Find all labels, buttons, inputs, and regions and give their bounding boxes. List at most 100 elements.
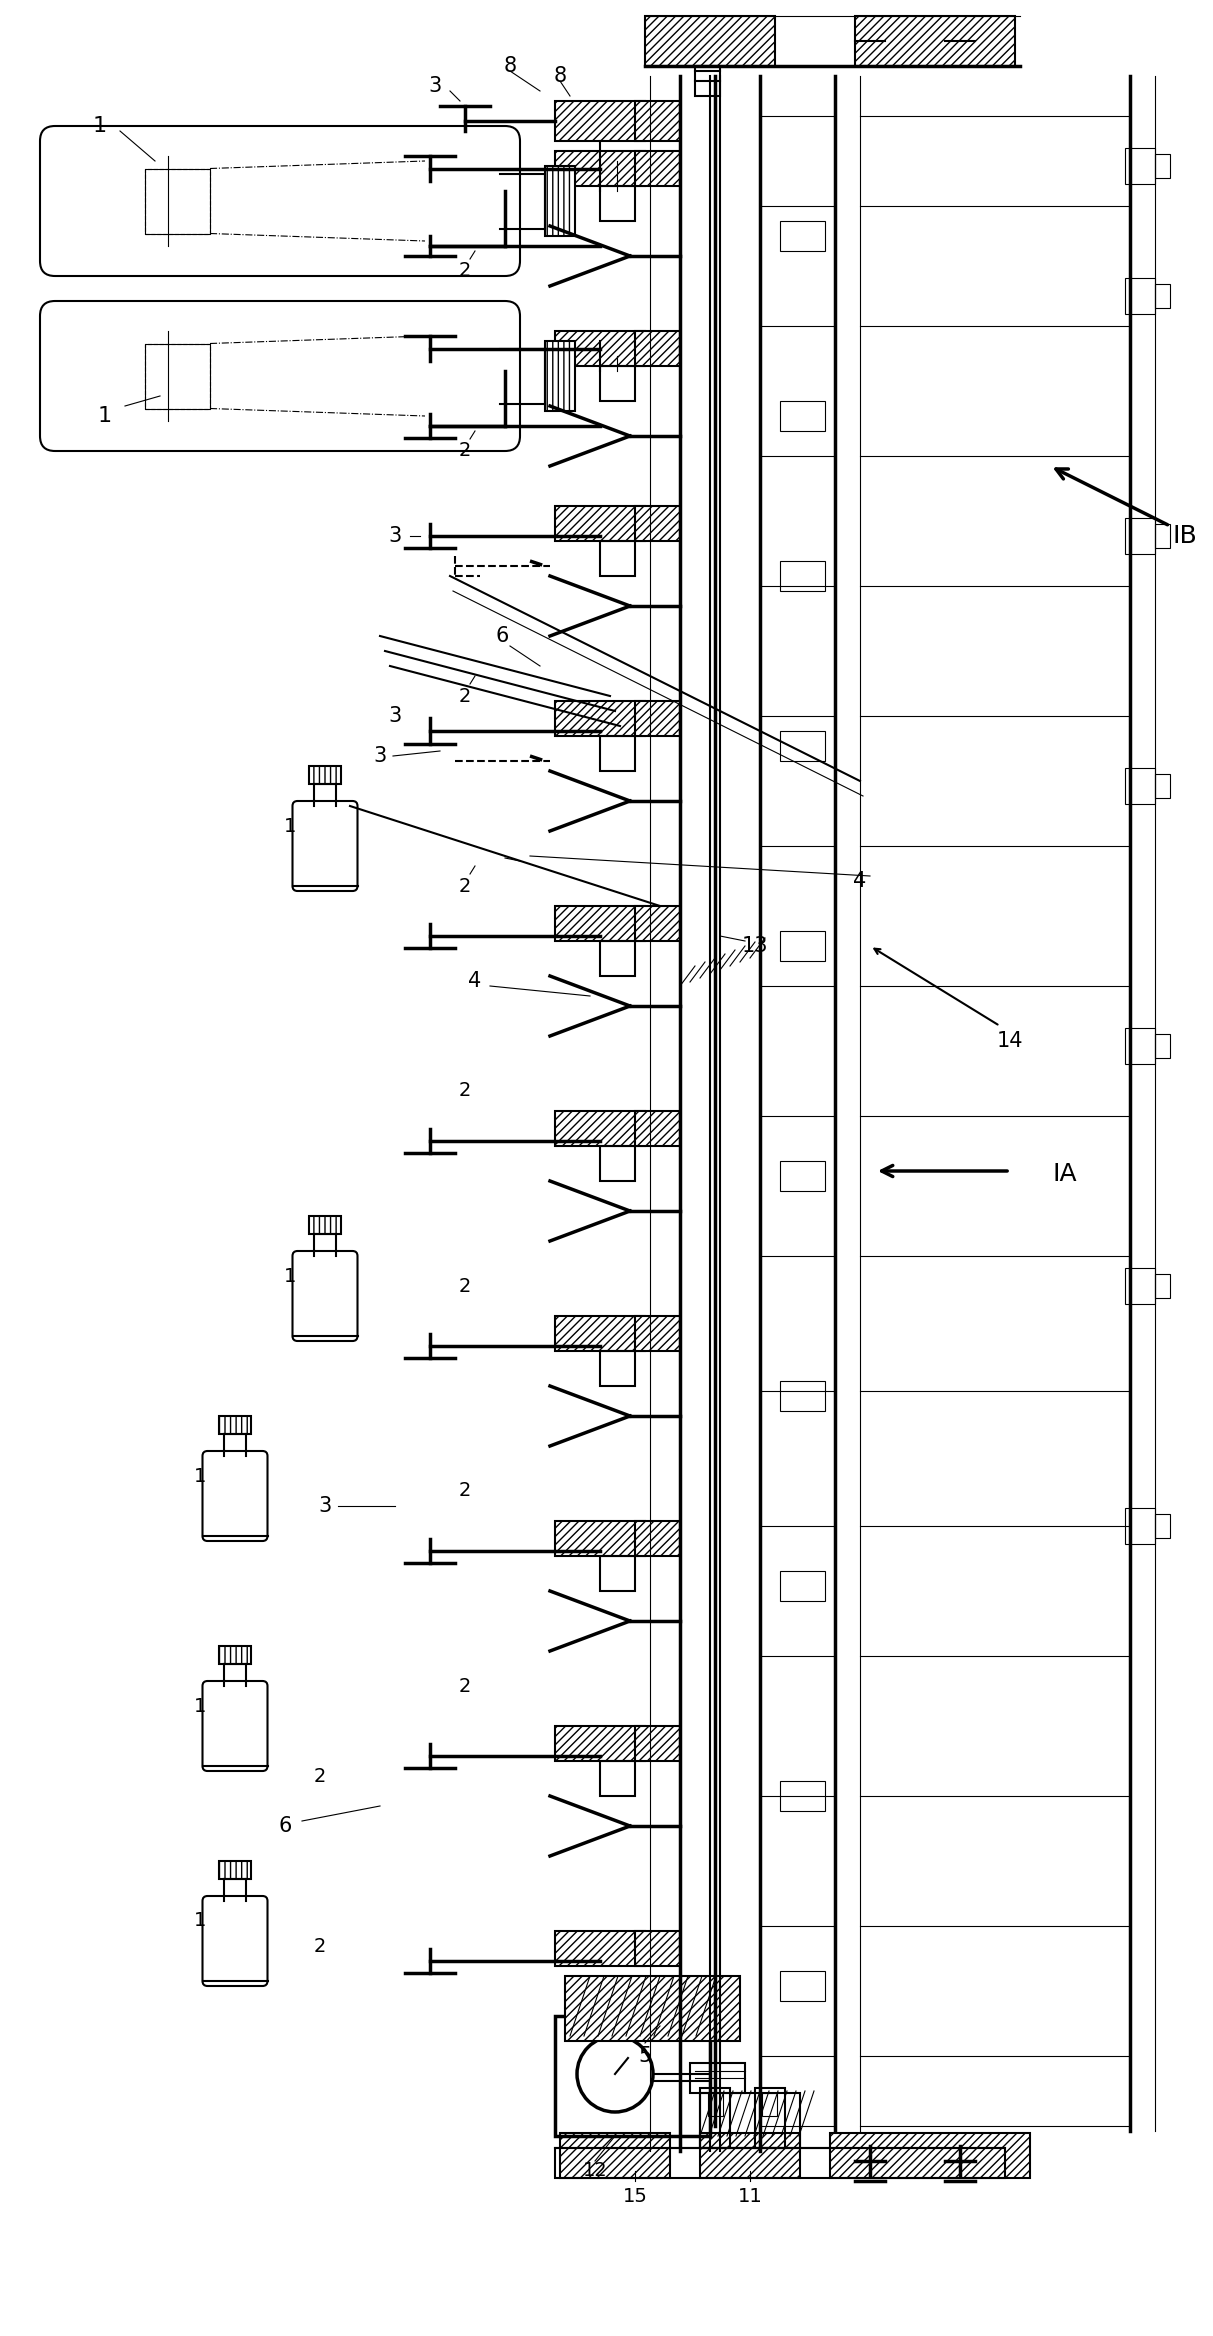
Text: 2: 2 — [459, 1275, 471, 1296]
Bar — [565, 1976, 740, 2042]
Text: 15: 15 — [622, 2186, 648, 2205]
Bar — [1155, 523, 1171, 549]
Bar — [309, 1217, 341, 1233]
Bar — [600, 1556, 634, 1591]
Bar — [1155, 1273, 1171, 1299]
Text: 6: 6 — [278, 1815, 291, 1836]
Bar — [556, 100, 645, 140]
Bar — [556, 2016, 710, 2135]
Bar — [780, 1572, 825, 1600]
Text: 3: 3 — [318, 1495, 331, 1516]
Bar — [556, 1726, 645, 1761]
Text: 1: 1 — [284, 818, 296, 836]
Bar — [645, 16, 775, 65]
Bar — [1124, 1028, 1155, 1063]
Text: 1: 1 — [194, 1911, 206, 1930]
Text: 3: 3 — [428, 77, 442, 96]
Bar — [1124, 519, 1155, 554]
Bar — [780, 1161, 825, 1191]
Bar — [556, 701, 645, 736]
Bar — [545, 341, 575, 411]
Bar — [700, 2093, 801, 2149]
Text: IA: IA — [1053, 1161, 1077, 1187]
Bar — [780, 932, 825, 960]
Bar — [780, 1972, 825, 2002]
Bar — [695, 65, 721, 96]
Bar — [560, 2133, 670, 2177]
Text: 2: 2 — [459, 1677, 471, 1696]
Bar — [708, 2093, 723, 2116]
Bar — [634, 100, 680, 140]
Text: 2: 2 — [314, 1766, 326, 1785]
Text: 3: 3 — [388, 705, 402, 726]
Bar — [1155, 773, 1171, 799]
Bar — [556, 1932, 645, 1967]
Bar — [600, 1350, 634, 1385]
Bar — [600, 367, 634, 402]
Bar — [780, 402, 825, 432]
Text: 2: 2 — [459, 262, 471, 280]
Bar — [556, 1112, 645, 1147]
Text: 4: 4 — [854, 871, 866, 890]
Bar — [634, 1315, 680, 1350]
Bar — [1155, 285, 1171, 308]
Bar — [1124, 769, 1155, 804]
Bar — [830, 2133, 1030, 2177]
Bar — [700, 2133, 801, 2177]
Text: 3: 3 — [388, 526, 402, 547]
Text: 13: 13 — [742, 937, 768, 955]
Bar — [309, 766, 341, 785]
Bar — [1155, 154, 1171, 178]
Text: 12: 12 — [582, 2161, 608, 2179]
Bar — [1155, 1035, 1171, 1058]
Text: IB: IB — [1173, 523, 1197, 549]
Bar — [146, 343, 210, 409]
Text: 8: 8 — [503, 56, 517, 77]
Bar — [634, 332, 680, 367]
Bar — [556, 1315, 645, 1350]
Text: 2: 2 — [314, 1937, 326, 1955]
Bar — [634, 906, 680, 941]
Bar — [754, 2088, 785, 2149]
Bar — [146, 168, 210, 234]
Bar — [600, 736, 634, 771]
Bar — [634, 507, 680, 542]
Bar — [1155, 1514, 1171, 1537]
Bar — [855, 16, 1015, 65]
Text: 4: 4 — [468, 972, 482, 990]
Bar — [634, 1726, 680, 1761]
Bar — [556, 2149, 1006, 2177]
Bar — [780, 222, 825, 250]
Bar — [146, 168, 210, 234]
Text: 2: 2 — [459, 687, 471, 705]
Bar — [600, 1147, 634, 1182]
Bar — [1124, 278, 1155, 313]
Text: 1: 1 — [194, 1696, 206, 1715]
Text: 3: 3 — [374, 745, 387, 766]
Bar — [1124, 147, 1155, 185]
Bar — [690, 2063, 745, 2093]
Text: 2: 2 — [459, 876, 471, 895]
Bar — [556, 152, 645, 187]
Bar — [634, 701, 680, 736]
Text: 11: 11 — [738, 2186, 763, 2205]
Bar — [780, 1780, 825, 1810]
Bar — [146, 343, 210, 409]
Bar — [1124, 1268, 1155, 1303]
Bar — [600, 187, 634, 222]
Bar — [556, 332, 645, 367]
Text: 1: 1 — [194, 1467, 206, 1486]
Text: 5: 5 — [638, 2046, 651, 2065]
Bar — [220, 1647, 251, 1663]
Text: 1: 1 — [93, 117, 107, 135]
Bar — [780, 561, 825, 591]
Bar — [780, 1381, 825, 1411]
Text: 14: 14 — [997, 1030, 1024, 1051]
Text: 2: 2 — [459, 1082, 471, 1100]
Text: 1: 1 — [284, 1266, 296, 1285]
Text: 1: 1 — [98, 406, 112, 425]
Bar — [556, 1521, 645, 1556]
Bar — [700, 2088, 730, 2149]
Bar — [545, 166, 575, 236]
Bar — [600, 542, 634, 577]
